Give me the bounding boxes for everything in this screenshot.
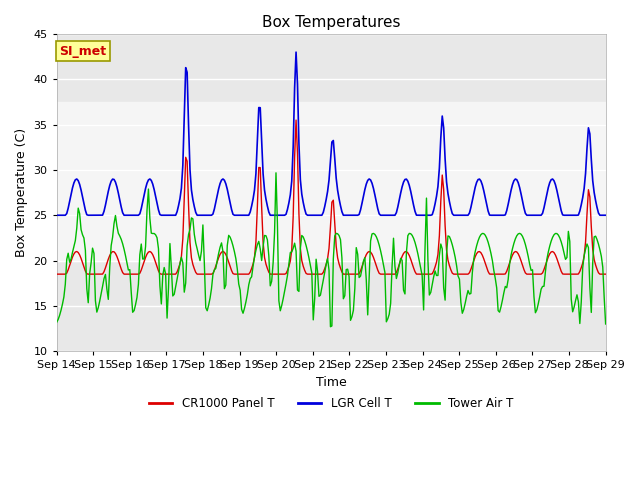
Text: SI_met: SI_met (60, 45, 107, 58)
Bar (57, 102, 605, 261)
X-axis label: Time: Time (316, 376, 346, 389)
Legend: CR1000 Panel T, LGR Cell T, Tower Air T: CR1000 Panel T, LGR Cell T, Tower Air T (144, 393, 518, 415)
Y-axis label: Box Temperature (C): Box Temperature (C) (15, 128, 28, 257)
Title: Box Temperatures: Box Temperatures (262, 15, 401, 30)
